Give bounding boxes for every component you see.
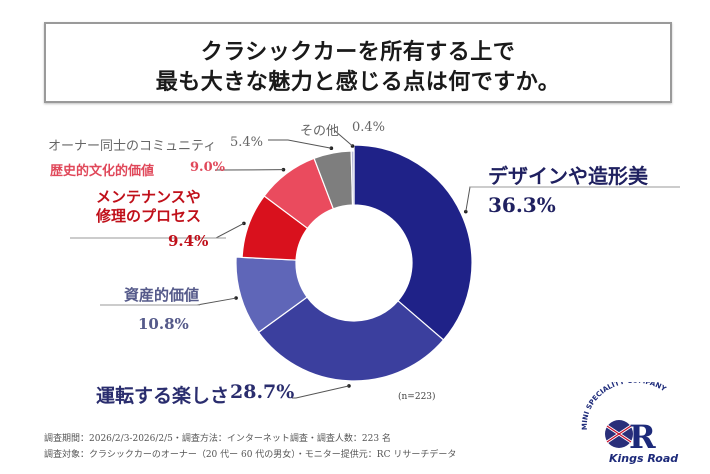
label-asset: 資産的価値 bbox=[124, 286, 200, 304]
value-other: 0.4% bbox=[352, 120, 386, 135]
kings-road-logo: MINI SPECIALITY COMPANY R Kings Road bbox=[581, 382, 679, 465]
value-driving: 28.7% bbox=[230, 381, 295, 403]
leader-dot bbox=[347, 384, 351, 388]
label-design: デザインや造形美 bbox=[488, 164, 648, 188]
label-history: 歴史的文化的価値 bbox=[50, 164, 155, 179]
value-design: 36.3% bbox=[488, 193, 556, 217]
leader-line bbox=[292, 385, 350, 399]
leader-dot bbox=[329, 146, 334, 151]
value-asset: 10.8% bbox=[138, 315, 189, 333]
logo-name: Kings Road bbox=[609, 452, 678, 465]
value-maintenance: 9.4% bbox=[168, 232, 209, 250]
label-maintenance-2: 修理のプロセス bbox=[96, 207, 202, 225]
footer-line-1: 調査期間：2026/2/3-2026/2/5・調査方法：インターネット調査・調査… bbox=[44, 434, 391, 444]
footer-line-2: 調査対象：クラシックカーのオーナー（20 代ー 60 代の男女）・モニター提供元… bbox=[44, 450, 457, 460]
leader-line bbox=[268, 139, 332, 149]
label-other: その他 bbox=[300, 124, 340, 139]
logo-letter: R bbox=[629, 418, 656, 456]
donut-slice bbox=[235, 256, 308, 334]
leader-dot bbox=[281, 167, 286, 172]
title-box: クラシックカーを所有する上で 最も大きな魅力と感じる点は何ですか。 bbox=[44, 22, 672, 103]
leader-line bbox=[333, 129, 353, 147]
donut-slice bbox=[257, 296, 445, 382]
value-community: 5.4% bbox=[230, 135, 264, 150]
leader-line bbox=[465, 186, 488, 212]
label-maintenance-1: メンテナンスや bbox=[96, 188, 201, 206]
value-history: 9.0% bbox=[190, 160, 225, 175]
sample-size-note: (n=223) bbox=[398, 392, 436, 402]
donut-slice bbox=[353, 144, 473, 341]
label-community: オーナー同士のコミュニティ bbox=[48, 139, 217, 154]
label-driving: 運転する楽しさ bbox=[96, 385, 230, 407]
title-line-2: 最も大きな魅力と感じる点は何ですか。 bbox=[155, 70, 561, 95]
title-line-1: クラシックカーを所有する上で bbox=[200, 40, 516, 65]
donut-slice bbox=[350, 150, 355, 206]
